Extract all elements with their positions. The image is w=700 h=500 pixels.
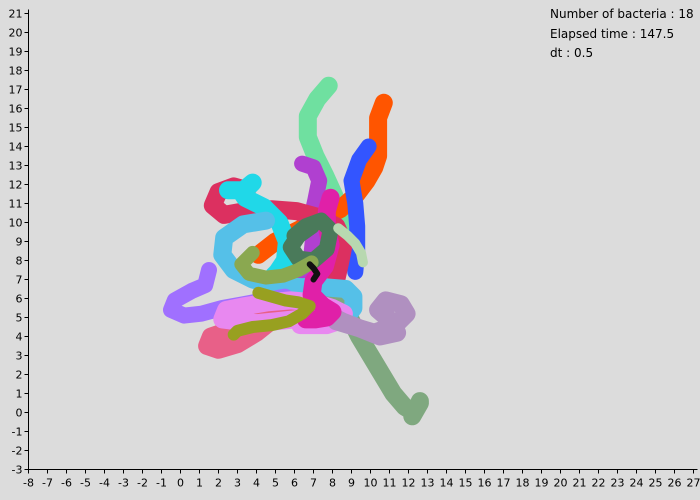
bacterium-trail-14 bbox=[282, 212, 339, 269]
x-tick-label: -7 bbox=[42, 477, 53, 490]
y-tick-label: 5 bbox=[16, 312, 23, 325]
bacterium-trail-17 bbox=[306, 261, 321, 283]
x-tick-label: 18 bbox=[516, 477, 530, 490]
y-tick-label: 3 bbox=[16, 350, 23, 363]
y-tick-label: -3 bbox=[12, 464, 23, 477]
x-tick-label: -2 bbox=[137, 477, 148, 490]
x-axis-ticks: -8 -7 -6 -5 -4 -3 -2 -1 0 1 2 3 4 5 6 7 8 9 10 11 12 13 14 15 16… bbox=[23, 469, 700, 490]
x-tick-label: 23 bbox=[611, 477, 625, 490]
y-tick-label: 21 bbox=[9, 8, 23, 21]
bacterium-trail-12 bbox=[317, 291, 416, 346]
simulation-info-panel: Number of bacteria : 18 Elapsed time : 1… bbox=[550, 6, 694, 65]
y-tick-label: 4 bbox=[16, 331, 23, 344]
x-tick-label: 2 bbox=[215, 477, 222, 490]
x-tick-label: -8 bbox=[23, 477, 34, 490]
y-tick-label: 15 bbox=[9, 122, 23, 135]
x-tick-label: 22 bbox=[592, 477, 606, 490]
y-tick-label: 2 bbox=[16, 369, 23, 382]
x-tick-label: 0 bbox=[177, 477, 184, 490]
x-tick-label: 3 bbox=[234, 477, 241, 490]
y-tick-label: 6 bbox=[16, 293, 23, 306]
y-tick-label: -1 bbox=[12, 426, 23, 439]
axes: -8 -7 -6 -5 -4 -3 -2 -1 0 1 2 3 4 5 6 7 8 9 10 11 12 13 14 15 16… bbox=[9, 8, 700, 490]
x-tick-label: -1 bbox=[156, 477, 167, 490]
x-tick-label: 26 bbox=[668, 477, 682, 490]
y-tick-label: 11 bbox=[9, 198, 23, 211]
x-tick-label: 12 bbox=[402, 477, 416, 490]
x-tick-label: 1 bbox=[196, 477, 203, 490]
y-tick-label: 18 bbox=[9, 65, 23, 78]
y-tick-label: -2 bbox=[12, 445, 23, 458]
x-tick-label: 27 bbox=[687, 477, 700, 490]
y-tick-label: 10 bbox=[9, 217, 23, 230]
y-tick-label: 17 bbox=[9, 84, 23, 97]
y-tick-label: 19 bbox=[9, 46, 23, 59]
x-tick-label: 21 bbox=[573, 477, 587, 490]
y-tick-label: 12 bbox=[9, 179, 23, 192]
x-tick-label: 4 bbox=[253, 477, 260, 490]
y-tick-label: 1 bbox=[16, 388, 23, 401]
x-tick-label: -5 bbox=[80, 477, 91, 490]
bacteria-count-label: Number of bacteria : 18 bbox=[550, 7, 694, 21]
bacterium-trail-15 bbox=[234, 245, 319, 285]
x-tick-label: 8 bbox=[329, 477, 336, 490]
bacterium-trail-18 bbox=[333, 223, 368, 268]
x-tick-label: 6 bbox=[291, 477, 298, 490]
x-tick-label: 13 bbox=[421, 477, 435, 490]
x-tick-label: 14 bbox=[440, 477, 454, 490]
y-tick-label: 14 bbox=[9, 141, 23, 154]
x-tick-label: 25 bbox=[649, 477, 663, 490]
bacterium-trail-7 bbox=[219, 173, 296, 285]
y-tick-label: 13 bbox=[9, 160, 23, 173]
x-tick-label: 20 bbox=[554, 477, 568, 490]
x-tick-label: -6 bbox=[61, 477, 72, 490]
bacterium-trail-16 bbox=[227, 286, 316, 341]
x-tick-label: 5 bbox=[272, 477, 279, 490]
x-tick-label: -4 bbox=[99, 477, 110, 490]
y-tick-label: 9 bbox=[16, 236, 23, 249]
x-tick-label: 16 bbox=[478, 477, 492, 490]
y-tick-label: 0 bbox=[16, 407, 23, 420]
x-tick-label: 7 bbox=[310, 477, 317, 490]
x-tick-label: 10 bbox=[364, 477, 378, 490]
y-tick-label: 8 bbox=[16, 255, 23, 268]
x-tick-label: 11 bbox=[383, 477, 397, 490]
elapsed-time-label: Elapsed time : 147.5 bbox=[550, 26, 675, 41]
bacteria-trails bbox=[163, 76, 429, 426]
x-tick-label: 9 bbox=[348, 477, 355, 490]
x-tick-label: 24 bbox=[630, 477, 644, 490]
x-tick-label: 19 bbox=[535, 477, 549, 490]
y-tick-label: 16 bbox=[9, 103, 23, 116]
x-tick-label: 17 bbox=[497, 477, 511, 490]
y-tick-label: 7 bbox=[16, 274, 23, 287]
y-tick-label: 20 bbox=[9, 27, 23, 40]
timestep-label: dt : 0.5 bbox=[550, 46, 594, 60]
x-tick-label: -3 bbox=[118, 477, 129, 490]
x-tick-label: 15 bbox=[459, 477, 473, 490]
